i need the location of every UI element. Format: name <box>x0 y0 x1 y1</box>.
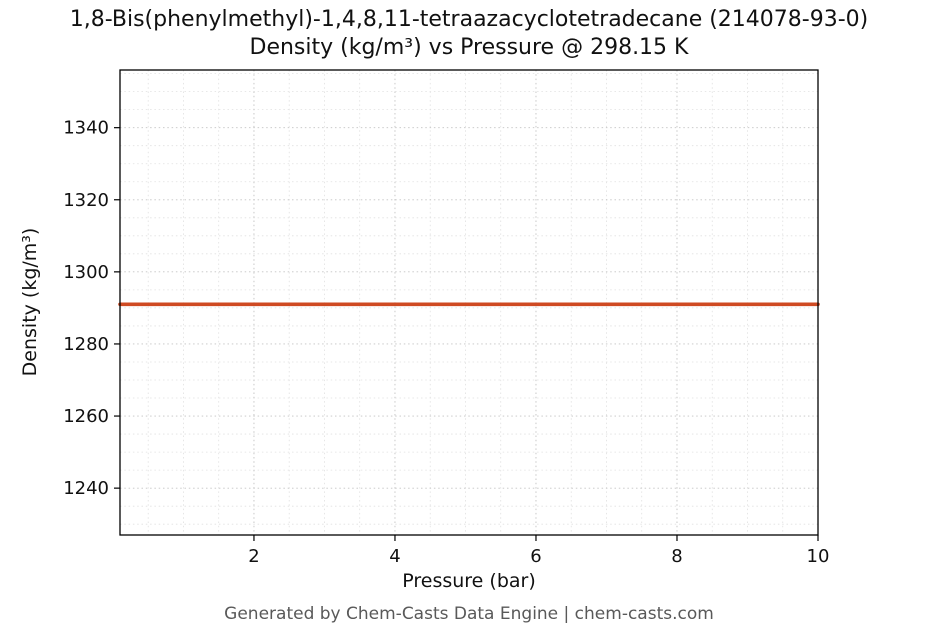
y-tick-label: 1320 <box>63 190 109 211</box>
y-tick-label: 1260 <box>63 406 109 427</box>
plot-background <box>120 70 818 535</box>
x-tick-label: 2 <box>248 546 259 567</box>
plot-border <box>119 69 819 536</box>
y-axis-label: Density (kg/m³) <box>19 227 41 377</box>
footer-credit: Generated by Chem-Casts Data Engine | ch… <box>224 604 714 624</box>
chart-title: 1,8-Bis(phenylmethyl)-1,4,8,11-tetraazac… <box>69 7 869 32</box>
y-tick-label: 1340 <box>63 118 109 139</box>
y-tick-label: 1240 <box>63 478 109 499</box>
x-tick-label: 10 <box>807 546 830 567</box>
x-tick-label: 6 <box>530 546 541 567</box>
y-tick-label: 1300 <box>63 262 109 283</box>
x-tick-label: 8 <box>671 546 682 567</box>
x-tick-label: 4 <box>389 546 400 567</box>
x-axis-label: Pressure (bar) <box>402 570 536 592</box>
chart-subtitle: Density (kg/m³) vs Pressure @ 298.15 K <box>249 35 689 60</box>
y-tick-label: 1280 <box>63 334 109 355</box>
